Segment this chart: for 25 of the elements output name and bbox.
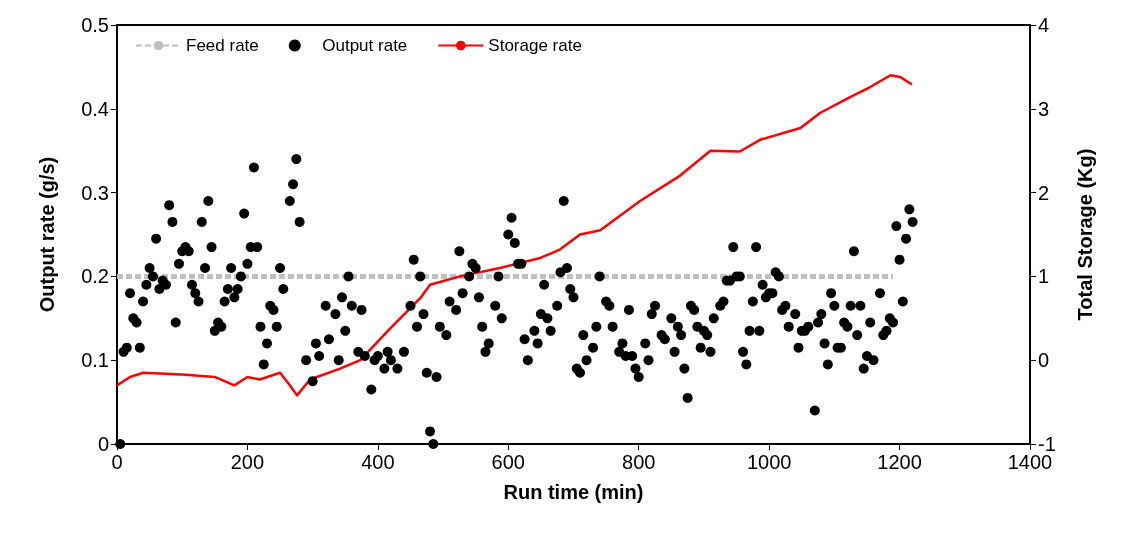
y2-tick-label: 2 (1038, 181, 1050, 204)
legend-label: Output rate (322, 36, 408, 55)
y2-tick-label: 0 (1038, 349, 1050, 372)
x-tick-label: 800 (622, 451, 656, 473)
y-tick-label: 0.1 (81, 349, 109, 372)
legend-label: Storage rate (488, 36, 582, 55)
y2-tick-label: 4 (1038, 14, 1050, 36)
y-tick-label: 0.4 (81, 97, 109, 120)
x-tick-label: 400 (361, 451, 395, 473)
y2-axis-title: Total Storage (Kg) (1074, 148, 1096, 321)
y-tick-label: 0.5 (81, 14, 109, 36)
x-axis-title: Run time (min) (503, 481, 644, 503)
x-tick-label: 200 (230, 451, 265, 473)
y-axis-title: Output rate (g/s) (36, 156, 58, 313)
y2-tick-label: 3 (1038, 97, 1050, 120)
line-series (115, 74, 914, 397)
legend-label: Feed rate (186, 36, 259, 55)
x-tick-label: 1000 (746, 451, 792, 473)
y-tick-label: 0 (97, 433, 109, 455)
x-tick-label: 1200 (877, 451, 922, 473)
x-tick-label: 0 (111, 451, 123, 473)
y-tick-label: 0.3 (81, 181, 109, 204)
y2-tick-label: 1 (1038, 265, 1050, 288)
x-tick-label: 600 (491, 451, 525, 473)
y-tick-label: 0.2 (81, 265, 109, 288)
